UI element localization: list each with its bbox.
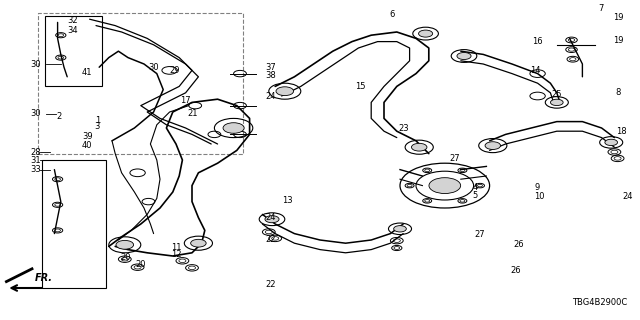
Text: 28: 28	[31, 148, 42, 156]
Text: 11: 11	[172, 243, 182, 252]
Text: 5: 5	[472, 191, 477, 200]
Text: 24: 24	[266, 213, 276, 222]
FancyBboxPatch shape	[45, 16, 102, 86]
Circle shape	[485, 142, 500, 149]
Text: TBG4B2900C: TBG4B2900C	[572, 298, 627, 307]
Text: 25: 25	[552, 90, 562, 99]
Text: 15: 15	[355, 82, 365, 91]
Circle shape	[265, 216, 279, 223]
Circle shape	[412, 143, 427, 151]
Text: 27: 27	[449, 154, 460, 163]
Text: 10: 10	[534, 192, 545, 201]
Text: 30: 30	[31, 60, 42, 68]
Text: 23: 23	[398, 124, 409, 132]
Text: 19: 19	[613, 36, 623, 44]
Text: 39: 39	[82, 132, 93, 140]
FancyBboxPatch shape	[42, 160, 106, 288]
Text: 12: 12	[172, 250, 182, 259]
Text: 4: 4	[472, 183, 477, 192]
Text: 38: 38	[266, 71, 276, 80]
Circle shape	[191, 239, 206, 247]
Text: 22: 22	[266, 280, 276, 289]
Text: 17: 17	[180, 96, 191, 105]
Text: 22: 22	[266, 236, 276, 244]
Text: 9: 9	[534, 183, 540, 192]
Text: 20: 20	[120, 253, 131, 262]
Text: 32: 32	[67, 16, 78, 25]
Text: 20: 20	[136, 260, 146, 269]
Text: 19: 19	[613, 13, 623, 22]
Text: 24: 24	[266, 92, 276, 100]
Text: 8: 8	[616, 88, 621, 97]
Text: 30: 30	[31, 109, 42, 118]
Text: 21: 21	[188, 109, 198, 118]
Text: 29: 29	[170, 66, 180, 75]
Circle shape	[116, 240, 134, 249]
Circle shape	[419, 30, 433, 37]
Text: 7: 7	[598, 4, 604, 12]
Text: 37: 37	[266, 63, 276, 72]
Text: 40: 40	[82, 141, 92, 150]
Circle shape	[550, 99, 563, 106]
Circle shape	[429, 178, 461, 194]
Text: 14: 14	[530, 66, 540, 75]
Text: 16: 16	[532, 37, 543, 46]
Text: 34: 34	[67, 26, 78, 35]
Circle shape	[223, 123, 244, 133]
Text: 2: 2	[56, 112, 61, 121]
FancyBboxPatch shape	[38, 13, 243, 154]
Text: 18: 18	[616, 127, 627, 136]
Text: 41: 41	[82, 68, 92, 76]
Text: 26: 26	[511, 266, 522, 275]
Text: 1: 1	[95, 116, 100, 124]
Text: 33: 33	[31, 165, 42, 174]
Text: FR.: FR.	[35, 273, 53, 283]
Text: 27: 27	[475, 230, 486, 239]
Text: 3: 3	[95, 122, 100, 131]
Circle shape	[605, 139, 618, 146]
Text: 26: 26	[513, 240, 524, 249]
Circle shape	[457, 52, 471, 60]
Text: 13: 13	[282, 196, 292, 204]
Text: 24: 24	[622, 192, 632, 201]
Text: 6: 6	[389, 10, 394, 19]
Text: 30: 30	[148, 63, 159, 72]
Circle shape	[276, 87, 294, 96]
Circle shape	[394, 226, 406, 232]
Text: 31: 31	[31, 156, 42, 164]
